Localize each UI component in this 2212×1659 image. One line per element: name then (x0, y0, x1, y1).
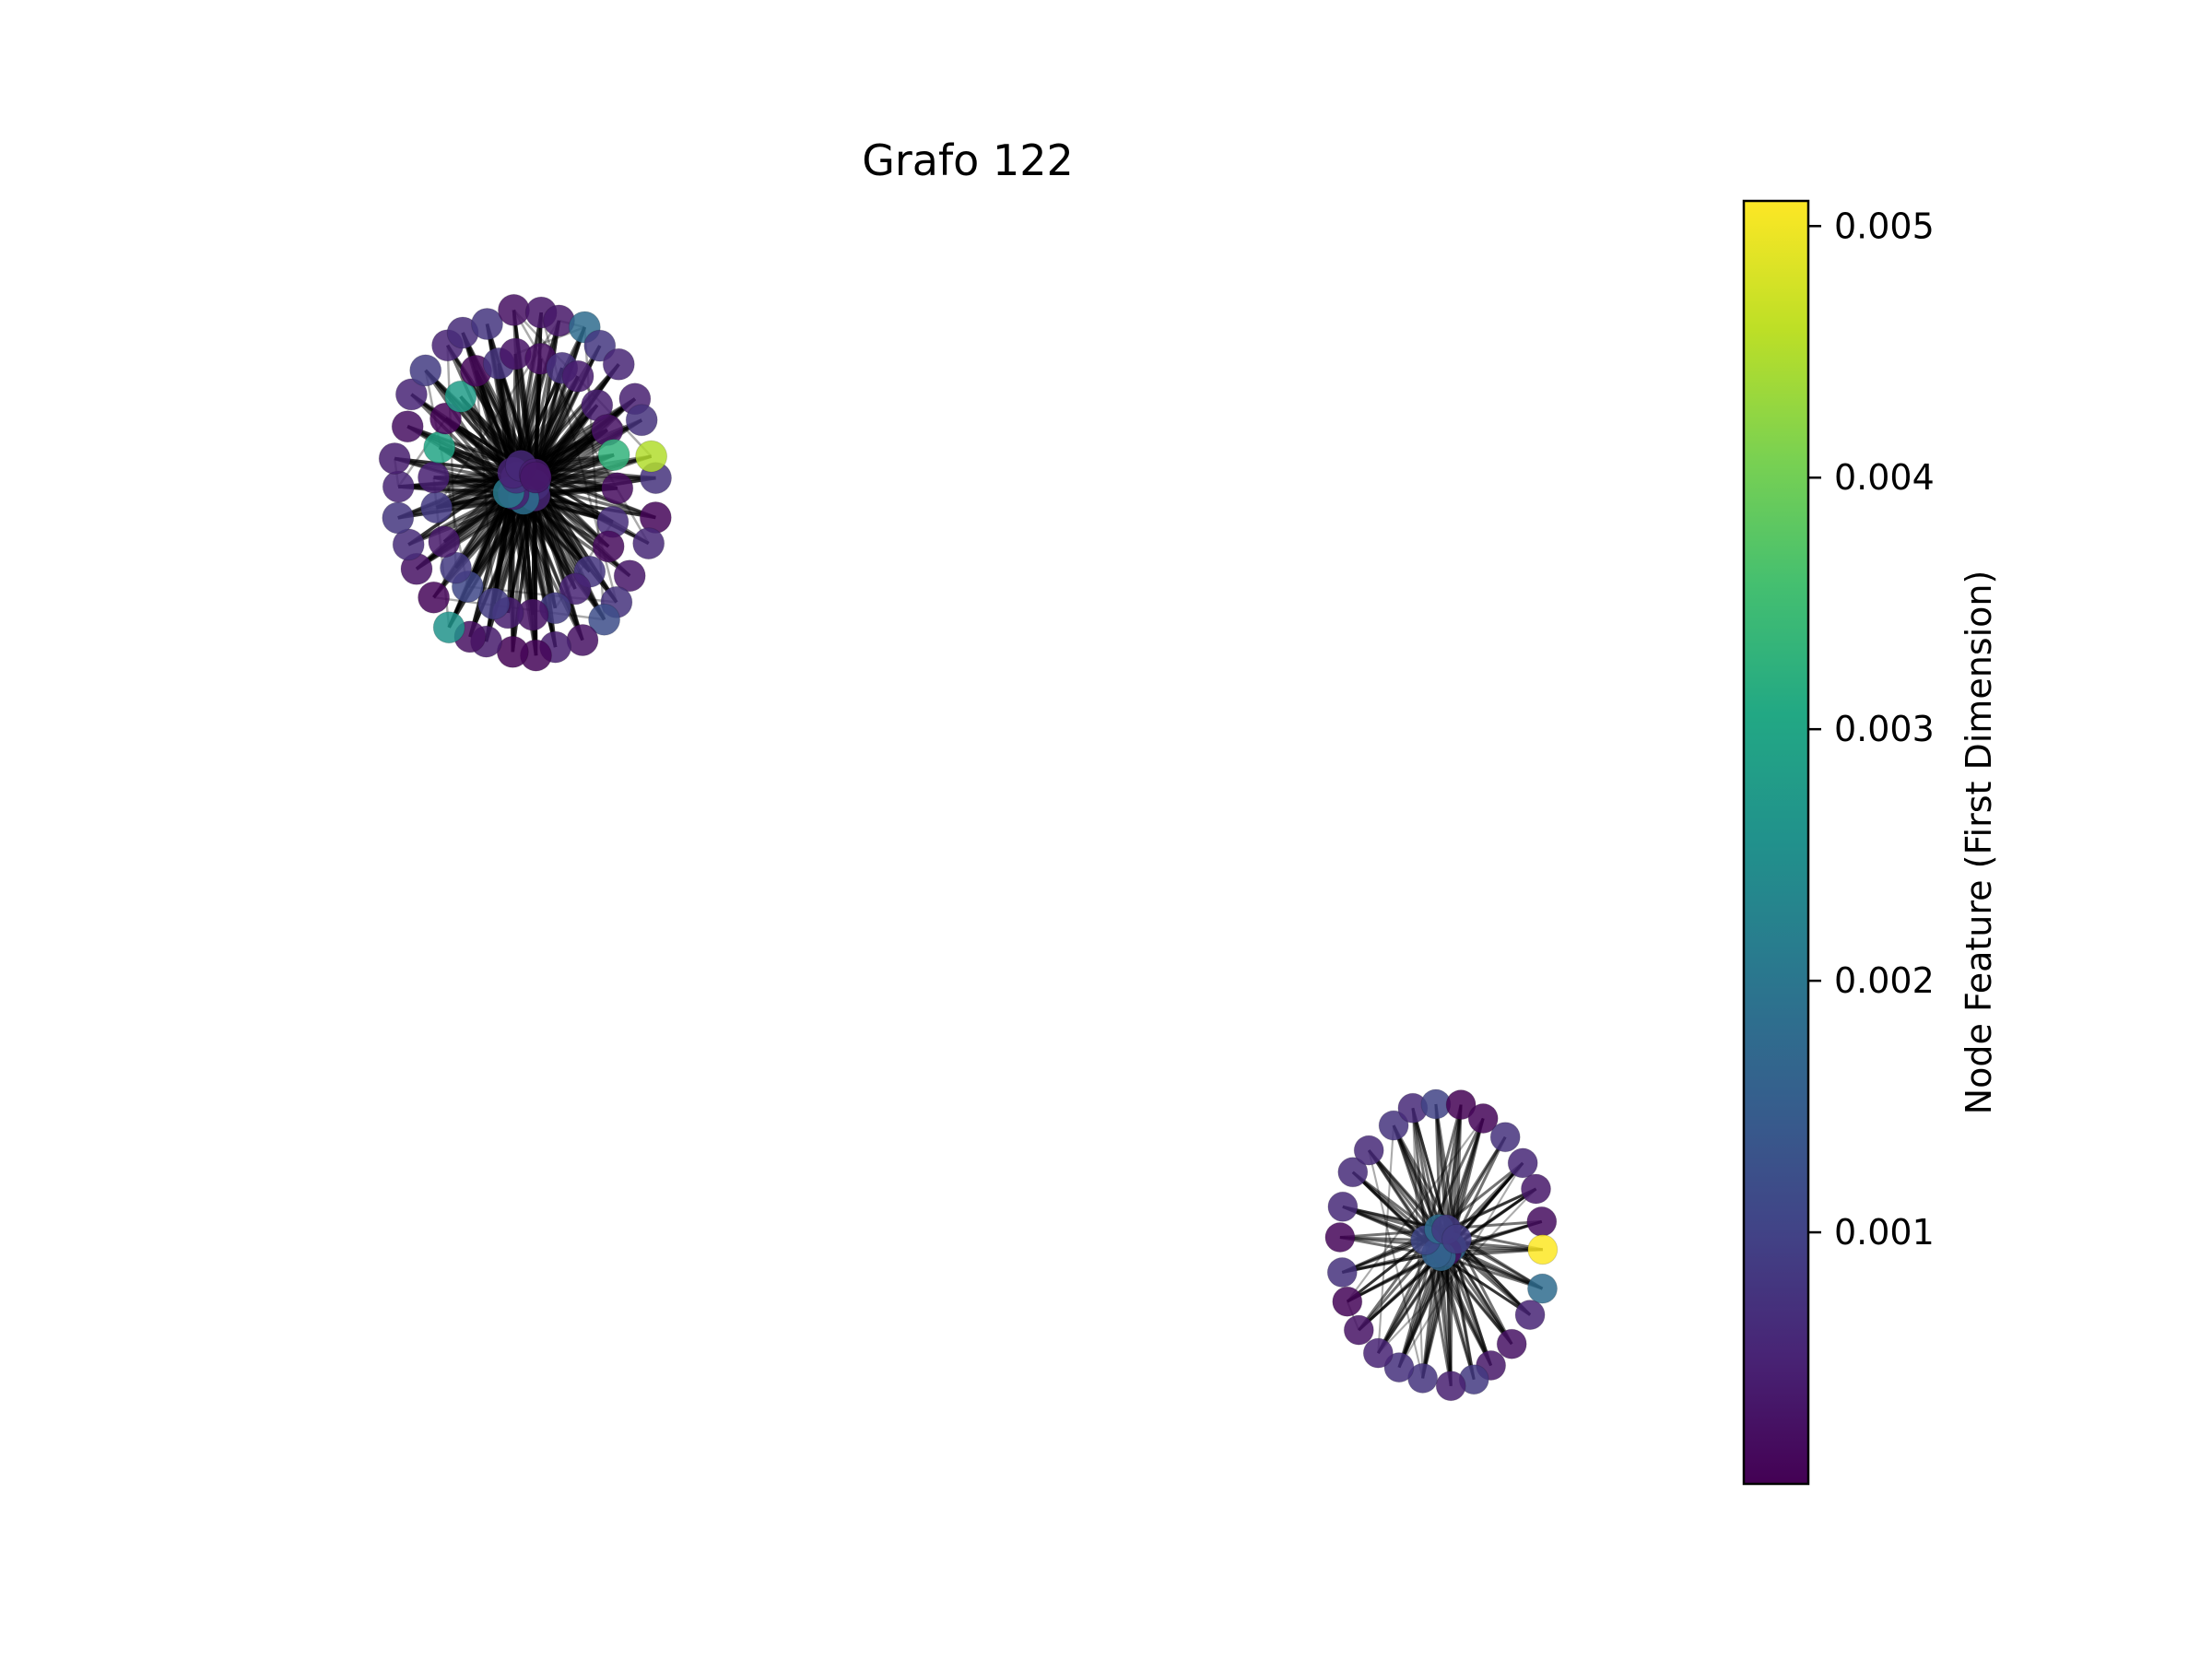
graph-node (519, 461, 552, 494)
graph-node (1526, 1206, 1558, 1237)
graph-node (1514, 1300, 1546, 1331)
graph-node (429, 402, 462, 435)
graph-node (1327, 1191, 1359, 1222)
graph-edge (475, 371, 496, 605)
graph-node (394, 378, 428, 411)
colorbar: 0.001 0.002 0.003 0.004 0.005 Node Feature (… (1742, 199, 1999, 1486)
graph-node (418, 461, 450, 494)
colorbar-tick-label: 0.002 (1834, 960, 1935, 1001)
graph-node (1326, 1257, 1358, 1288)
graph-node (1467, 1103, 1499, 1134)
graph-edge (519, 375, 580, 467)
graph-node (632, 527, 665, 560)
graph-edge (1351, 1171, 1427, 1241)
graph-edge (1434, 1103, 1448, 1230)
graph-edge (1398, 1162, 1524, 1369)
graph-node (1527, 1234, 1559, 1265)
colorbar-tick-label: 0.001 (1834, 1212, 1935, 1253)
graph-node (1496, 1328, 1527, 1359)
chart-title: Grafo 122 (862, 135, 1074, 185)
graph-cluster-left (378, 293, 672, 672)
graph-node (1445, 1089, 1477, 1121)
colorbar-label: Node Feature (First Dimension) (1959, 571, 1999, 1115)
graph-node (498, 293, 530, 326)
graph-edge (1342, 1205, 1427, 1241)
graph-node (409, 354, 442, 387)
graph-node (1362, 1337, 1394, 1369)
graph-node (601, 472, 634, 505)
graph-node (588, 603, 621, 636)
graph-node (1521, 1173, 1551, 1205)
nodes-cluster-left (378, 293, 672, 672)
graph-edge (444, 417, 511, 494)
colorbar-gradient (1742, 199, 1810, 1486)
graph-node (432, 611, 465, 644)
graph-node (635, 440, 668, 473)
graph-node (1435, 1371, 1466, 1402)
graph-node (1378, 1110, 1409, 1141)
graph-edge (1368, 1149, 1424, 1379)
graph-edge (1342, 1252, 1437, 1274)
nodes-cluster-right (1324, 1088, 1559, 1402)
graph-edge (1377, 1125, 1395, 1354)
graph-node (423, 431, 456, 464)
graph-node (1383, 1352, 1415, 1383)
graph-node (1527, 1273, 1558, 1304)
graph-edge (1444, 1104, 1463, 1230)
graph-edge (1444, 1118, 1485, 1230)
graph-node (559, 572, 592, 606)
graph-cluster-right (1324, 1088, 1559, 1402)
graph-node (1507, 1147, 1538, 1179)
graph-edge (1455, 1238, 1513, 1345)
graph-edge (519, 367, 564, 467)
graph-node (471, 308, 503, 340)
colorbar-tick-label: 0.003 (1834, 709, 1935, 749)
graph-edge (1377, 1188, 1537, 1354)
graph-node (1332, 1286, 1363, 1317)
graph-node (1343, 1314, 1374, 1346)
graph-node (428, 525, 461, 559)
graph-edge (1346, 1117, 1485, 1302)
colorbar-tick-label: 0.005 (1834, 206, 1935, 246)
graph-edge (1347, 1252, 1438, 1303)
graph-node (613, 559, 646, 593)
graph-node (382, 470, 415, 503)
graph-node (1337, 1157, 1369, 1188)
graph-node (382, 501, 415, 535)
graph-node (1489, 1122, 1521, 1153)
graph-node (625, 404, 658, 437)
graph-node (378, 442, 411, 475)
graph-edge (519, 358, 543, 466)
graph-node (444, 380, 477, 413)
graph-node (592, 530, 625, 563)
graph-node (420, 491, 453, 524)
graph-node (602, 347, 635, 381)
graph-node (391, 410, 424, 443)
graph-node (1441, 1223, 1472, 1254)
graph-node (561, 359, 594, 393)
graph-node (477, 587, 511, 620)
graph-node (1353, 1135, 1384, 1166)
graph-node (418, 581, 451, 614)
graph-edge (1445, 1187, 1537, 1231)
graph-node (1324, 1222, 1356, 1253)
graph-node (566, 624, 599, 656)
graph-edge (1411, 1108, 1428, 1241)
graph-node (597, 439, 630, 472)
colorbar-ticks: 0.001 0.002 0.003 0.004 0.005 (1808, 206, 1935, 1253)
colorbar-tick-label: 0.004 (1834, 457, 1935, 498)
